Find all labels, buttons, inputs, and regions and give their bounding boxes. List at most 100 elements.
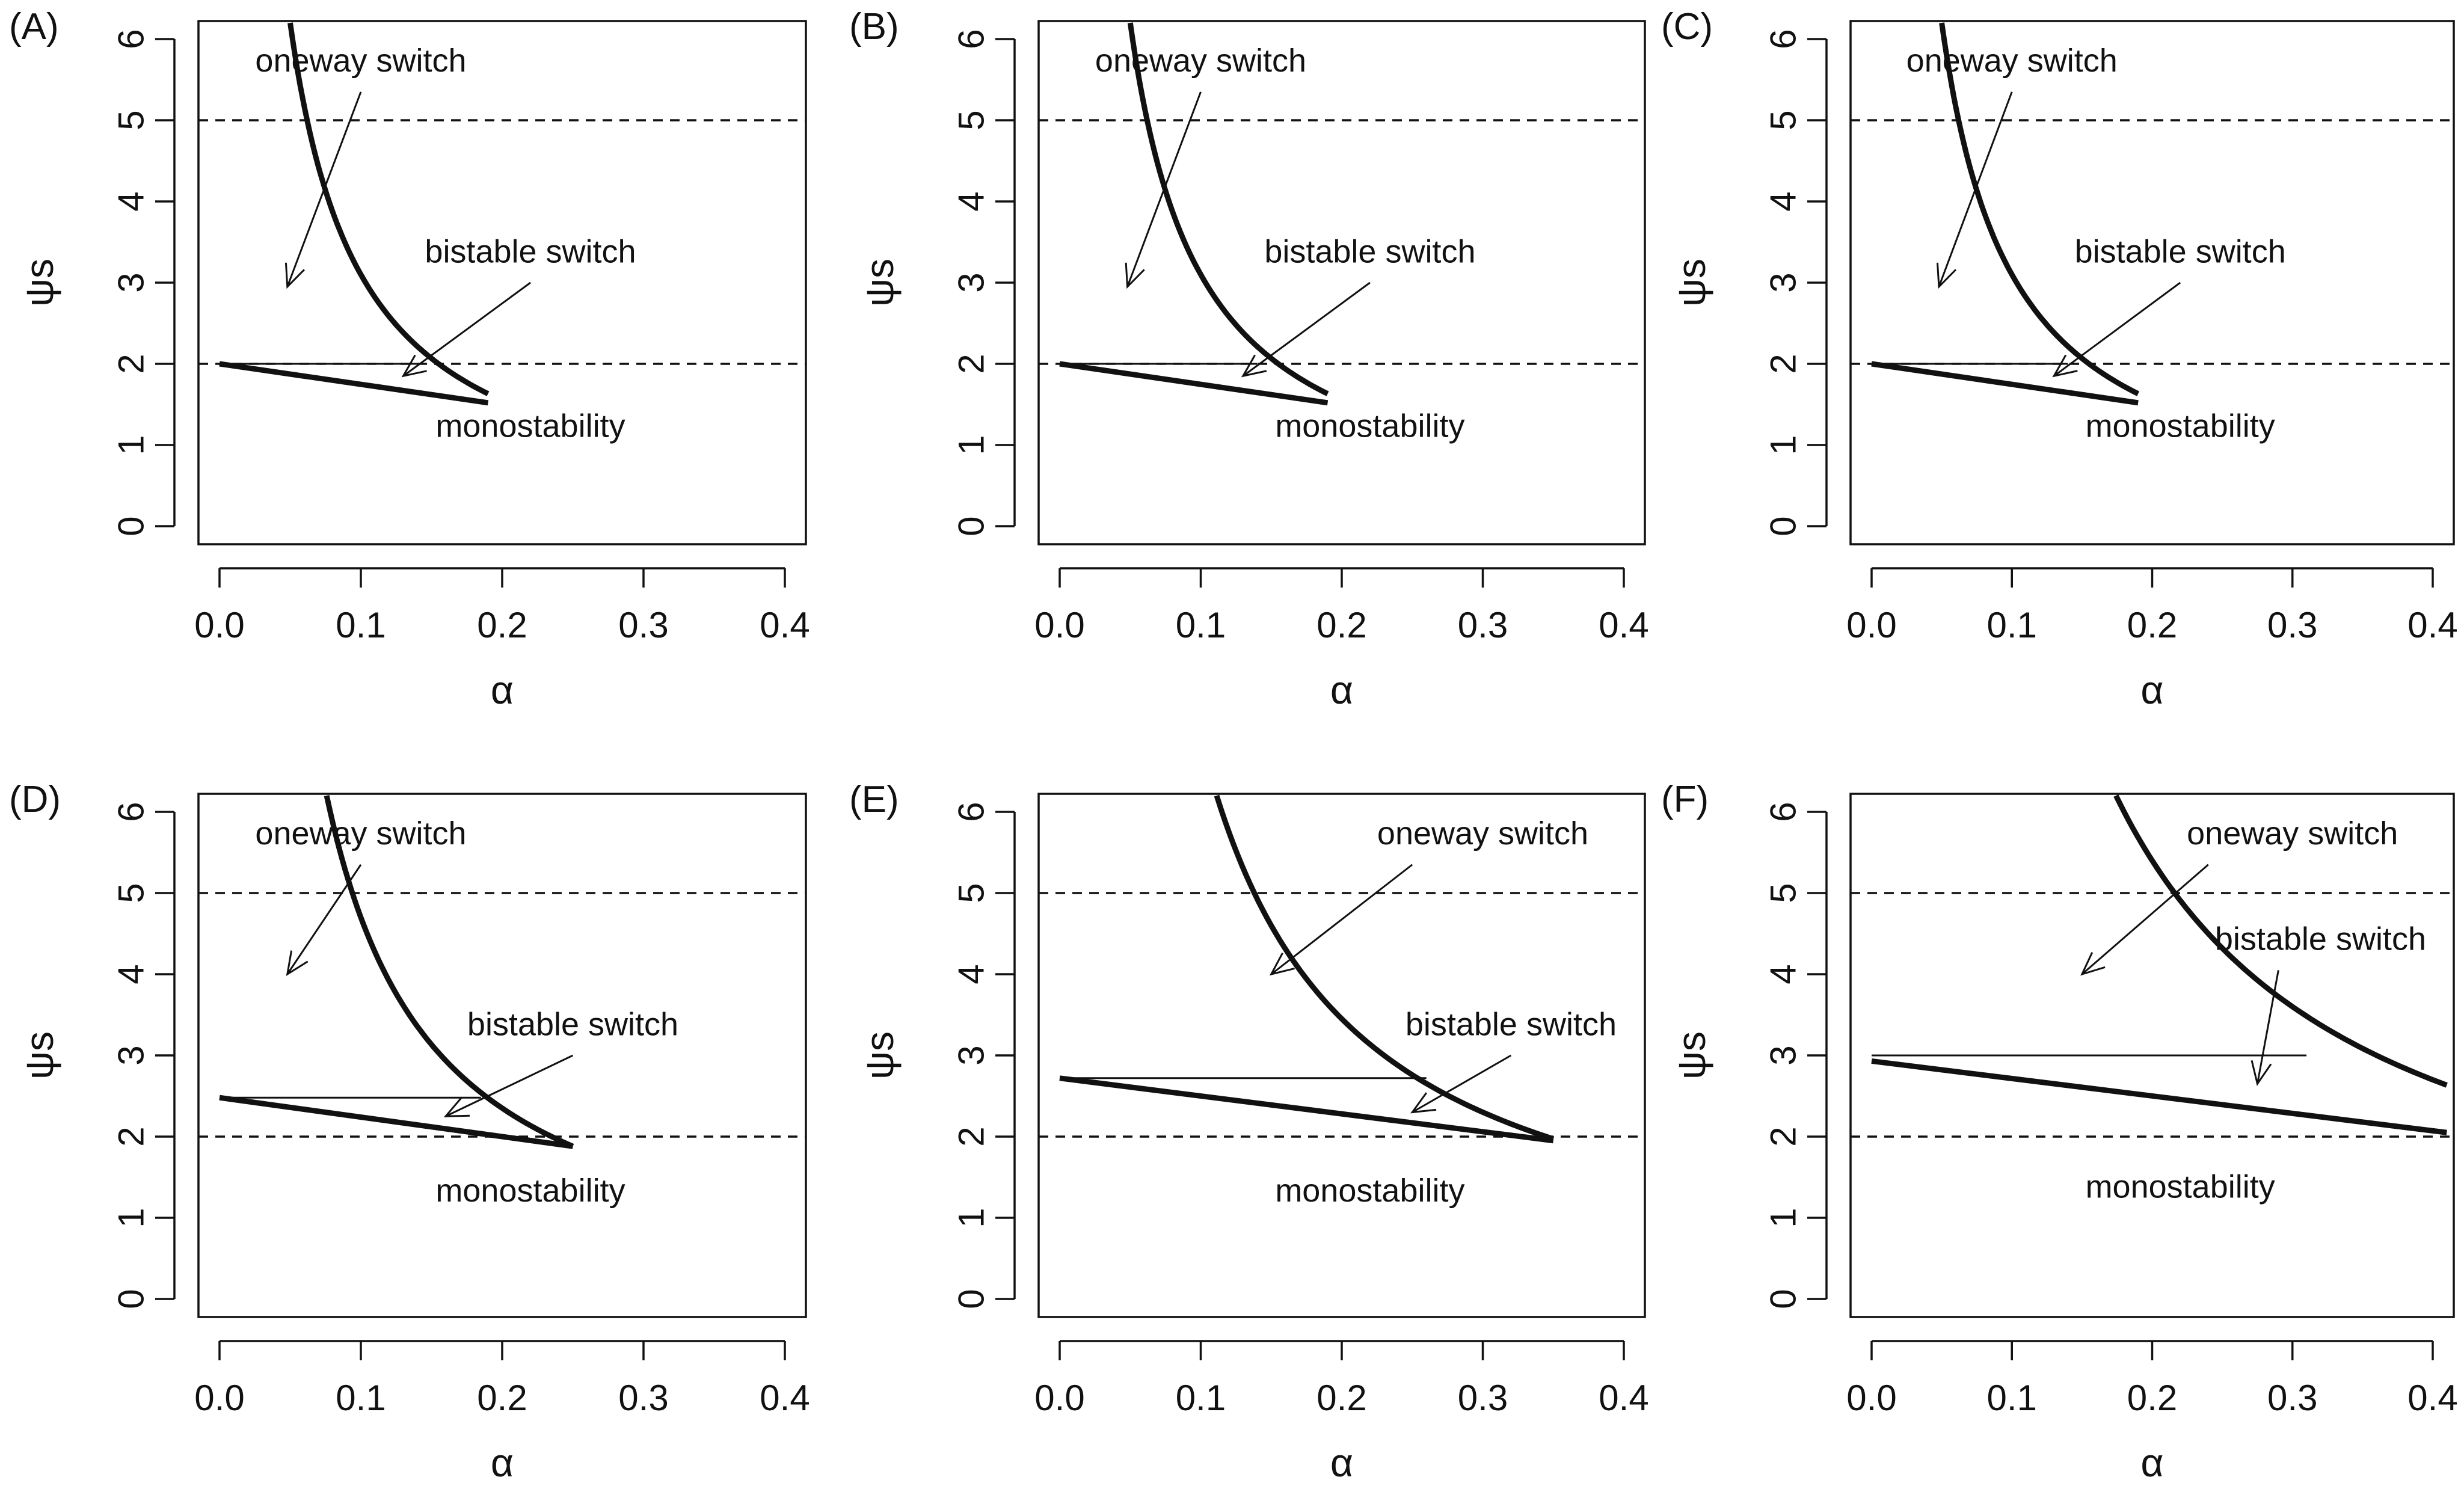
y-tick-label: 6 (951, 29, 992, 49)
x-tick-label: 0.2 (477, 605, 527, 645)
y-tick-label: 3 (1763, 272, 1804, 292)
bistable-boundary-line (1059, 361, 1329, 406)
oneway-switch-label: oneway switch (2187, 815, 2398, 852)
bistable-boundary-line (219, 1095, 574, 1149)
oneway-switch-label: oneway switch (1906, 43, 2118, 79)
y-tick-label: 3 (111, 1045, 152, 1065)
panel-c: (C) 0 1 2 3 4 5 6 ψs 0.0 0.1 0.2 0.3 0.4 α oneway switc… (1661, 6, 2458, 712)
bistable-switch-label: bistable switch (2075, 233, 2286, 269)
plot-frame (1849, 793, 2455, 1318)
bistable-arrow (1410, 1054, 1512, 1114)
y-tick-label: 5 (111, 883, 152, 903)
plot-frame (197, 793, 807, 1318)
x-tick-label: 0.4 (760, 1378, 810, 1418)
x-tick-label: 0.0 (1034, 605, 1084, 645)
panel-letter: (D) (9, 779, 61, 820)
panel-letter: (B) (849, 6, 899, 48)
y-tick-label: 1 (111, 435, 152, 455)
y-tick-label: 0 (951, 1289, 992, 1309)
oneway-arrow (1269, 864, 1413, 976)
oneway-arrow (284, 91, 362, 289)
x-tick-label: 0.4 (1599, 1378, 1648, 1418)
oneway-switch-label: oneway switch (1377, 815, 1588, 852)
y-axis-label: ψs (17, 259, 61, 307)
x-tick-label: 0.4 (1599, 605, 1648, 645)
x-tick-label: 0.1 (1176, 1378, 1226, 1418)
y-tick-label: 5 (111, 110, 152, 130)
y-axis-label: ψs (1669, 259, 1713, 307)
y-tick-label: 6 (111, 802, 152, 821)
bistable-arrow (1241, 281, 1371, 378)
x-axis-label: α (1330, 668, 1353, 712)
y-tick-label: 0 (1763, 1289, 1804, 1309)
x-axis-label: α (2140, 1440, 2163, 1485)
panel-b: (B) 0 1 2 3 4 5 6 ψs 0.0 0.1 0.2 0.3 0.4 α oneway switc… (849, 6, 1649, 712)
y-tick-label: 6 (111, 29, 152, 49)
y-tick-label: 3 (951, 272, 992, 292)
oneway-boundary-curve (1214, 794, 1555, 1142)
y-tick-label: 2 (1763, 1126, 1804, 1146)
x-tick-label: 0.3 (1458, 605, 1508, 645)
monostability-label: monostability (1275, 408, 1464, 444)
x-axis-label: α (491, 1440, 514, 1485)
y-axis-label: ψs (1669, 1031, 1713, 1079)
x-axis-label: α (1330, 1440, 1353, 1485)
y-tick-label: 2 (111, 1126, 152, 1146)
y-tick-label: 5 (951, 110, 992, 130)
bistable-arrow (2250, 969, 2279, 1086)
x-tick-label: 0.1 (1987, 605, 2037, 645)
x-tick-label: 0.1 (336, 1378, 386, 1418)
bistable-switch-label: bistable switch (2215, 921, 2426, 957)
y-tick-label: 1 (951, 1208, 992, 1227)
y-tick-label: 2 (951, 1126, 992, 1146)
y-tick-label: 1 (1763, 1208, 1804, 1227)
x-tick-label: 0.2 (1316, 1378, 1366, 1418)
y-tick-label: 4 (1763, 964, 1804, 984)
panel-letter: (A) (9, 6, 59, 48)
bistable-boundary-line (1059, 1075, 1554, 1144)
bistable-boundary-line (219, 361, 489, 406)
panel-e: (E) 0 1 2 3 4 5 6 ψs 0.0 0.1 0.2 0.3 0.4 α oneway switc… (849, 779, 1649, 1485)
y-tick-label: 5 (951, 883, 992, 903)
x-tick-label: 0.3 (1458, 1378, 1508, 1418)
oneway-boundary-curve (287, 22, 490, 396)
y-tick-label: 4 (111, 191, 152, 211)
oneway-switch-label: oneway switch (255, 43, 466, 79)
panel-letter: (C) (1661, 6, 1713, 48)
plot-frame (197, 20, 807, 545)
monostability-label: monostability (2086, 408, 2275, 444)
panel-letter: (E) (849, 779, 899, 820)
y-tick-label: 5 (1763, 883, 1804, 903)
y-tick-label: 4 (1763, 191, 1804, 211)
monostability-label: monostability (2086, 1168, 2275, 1205)
x-tick-label: 0.0 (1034, 1378, 1084, 1418)
plot-frame (1037, 793, 1646, 1318)
y-tick-label: 0 (111, 1289, 152, 1309)
oneway-arrow (1936, 91, 2013, 289)
y-tick-label: 2 (1763, 354, 1804, 373)
bistable-boundary-line (1871, 1058, 2447, 1135)
y-tick-label: 1 (951, 435, 992, 455)
bistable-switch-label: bistable switch (1406, 1006, 1617, 1042)
y-axis-label: ψs (857, 259, 902, 307)
panel-f: (F) 0 1 2 3 4 5 6 ψs 0.0 0.1 0.2 0.3 0.4 α oneway switc… (1661, 779, 2458, 1485)
y-tick-label: 3 (1763, 1045, 1804, 1065)
panel-letter: (F) (1661, 779, 1709, 820)
y-tick-label: 2 (951, 354, 992, 373)
x-tick-label: 0.1 (1176, 605, 1226, 645)
bistable-switch-label: bistable switch (467, 1006, 678, 1042)
x-tick-label: 0.0 (1846, 1378, 1896, 1418)
x-tick-label: 0.3 (618, 605, 668, 645)
x-axis-label: α (2140, 668, 2163, 712)
x-axis-label: α (491, 668, 514, 712)
y-tick-label: 6 (1763, 802, 1804, 821)
y-tick-label: 3 (111, 272, 152, 292)
y-tick-label: 4 (111, 964, 152, 984)
x-tick-label: 0.4 (2407, 605, 2457, 645)
x-tick-label: 0.2 (2127, 1378, 2177, 1418)
y-tick-label: 0 (951, 516, 992, 536)
panel-d: (D) 0 1 2 3 4 5 6 ψs 0.0 0.1 0.2 0.3 0.4 α oneway switc… (9, 779, 810, 1485)
x-tick-label: 0.4 (760, 605, 810, 645)
y-tick-label: 6 (951, 802, 992, 821)
y-tick-label: 1 (111, 1208, 152, 1227)
